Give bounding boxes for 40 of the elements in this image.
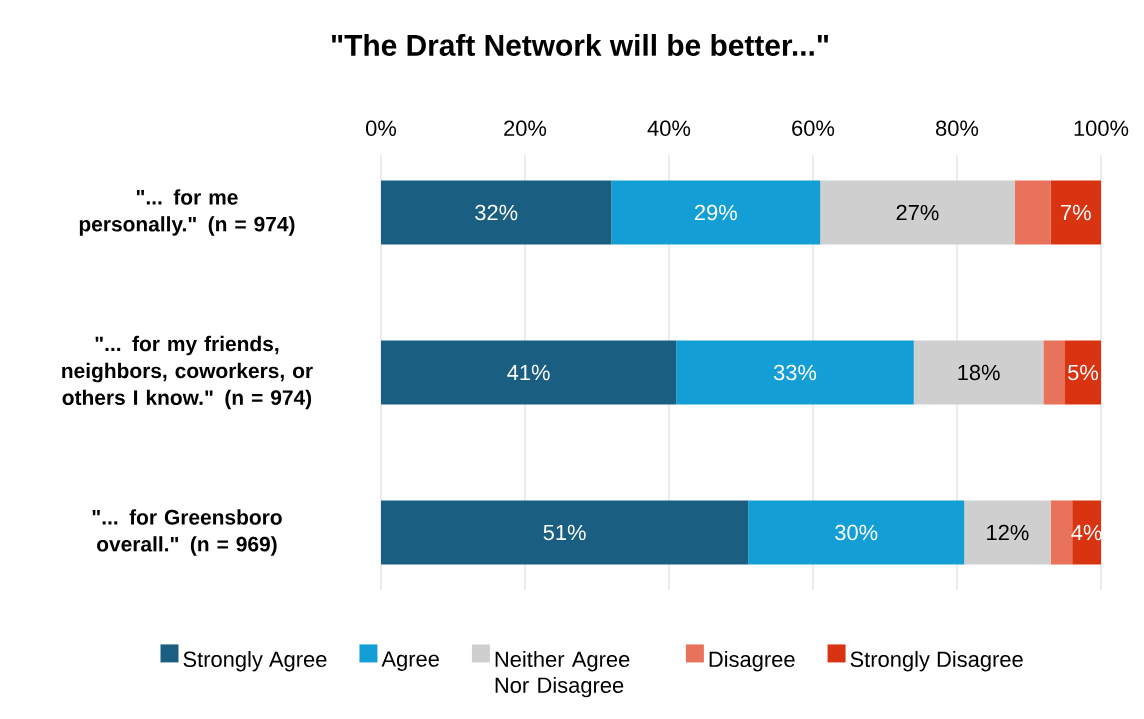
bar [1050,180,1102,245]
x-tick-label: 0% [366,120,397,136]
legend-label: Neither Agree Nor Disagree [495,650,630,698]
bar [381,340,677,405]
x-tick-label: 100% [1074,120,1129,136]
bar [1065,340,1102,405]
bar [676,340,914,405]
bar [1043,340,1066,405]
legend-label: Disagree [709,650,795,672]
data-label: 41% [507,364,550,381]
x-tick-label: 40% [647,120,691,136]
bar [381,500,749,565]
data-label: 51% [543,524,586,541]
data-label: 18% [958,364,1000,381]
x-tick-label: 80% [936,120,979,136]
x-tick-label: 60% [792,120,835,136]
bar [611,180,821,245]
y-tick-label: "... for me personally." (n = 974) [79,189,295,236]
bar [1050,500,1073,565]
y-tick-label: "... for my friends, neighbors, coworkers, or others I know." (n = 974) [62,335,313,410]
data-label: 30% [835,524,878,541]
bar [964,500,1051,565]
y-tick-label: "... for Greensboro overall." (n = 969) [92,509,282,556]
data-label: 7% [1061,204,1091,221]
bar [748,500,965,565]
bar [820,180,1015,245]
data-label: 5% [1068,364,1099,381]
chart-title: "The Draft Network will be better..." [331,34,829,56]
bar [1014,180,1051,245]
x-tick-label: 20% [504,120,547,136]
legend-label: Strongly Disagree [850,650,1023,672]
data-label: 33% [773,364,817,381]
legend-label: Strongly Agree [183,650,327,672]
data-label: 29% [694,204,737,221]
data-label: 12% [987,524,1029,541]
bar [381,180,612,245]
legend-label: Agree [381,651,439,671]
bar [913,340,1044,405]
data-label: 32% [475,204,518,221]
data-label: 27% [896,204,939,221]
